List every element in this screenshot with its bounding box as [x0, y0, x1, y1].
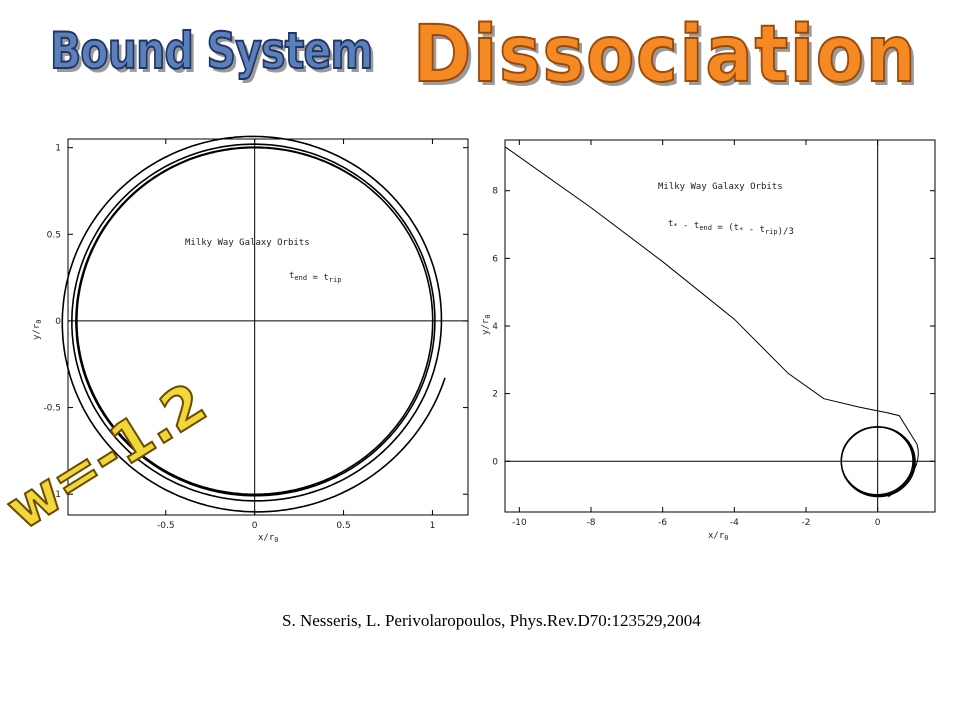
right-plot-frame: [504, 139, 936, 513]
right-x-tick-label: -6: [658, 518, 667, 528]
right-annotation-title: Milky Way Galaxy Orbits: [658, 182, 783, 192]
right-x-axis-label: x/r0: [708, 531, 728, 542]
right-x-tick-label: -2: [802, 518, 811, 528]
right-y-tick-label: 4: [492, 322, 498, 332]
right-annotation-condition: t* - tend = (t* - trip)/3: [668, 219, 794, 237]
right-y-tick-label: 2: [492, 390, 498, 400]
left-x-tick-label: 0.5: [336, 521, 350, 531]
bound-orbit-chart: -0.5 0 0.5 1 -1 -0.5 0 0.5 1 Milky Way Galaxy Or…: [32, 135, 469, 544]
left-y-tick-label: -0.5: [43, 404, 61, 414]
left-orbit-series: [61, 135, 446, 513]
right-x-tick-label: 0: [875, 518, 881, 528]
left-x-tick-label: 1: [430, 521, 436, 531]
left-y-axis-label: y/r0: [32, 320, 43, 340]
left-plot-frame: [67, 138, 469, 516]
bound-system-title: Bound System: [49, 21, 374, 81]
left-y-tick-label: 1: [55, 144, 61, 154]
left-y-tick-label: 0.5: [47, 230, 61, 240]
left-annotation-condition: tend = trip: [289, 271, 341, 284]
right-x-tick-label: -8: [587, 518, 596, 528]
right-y-tick-label: 8: [492, 187, 498, 197]
citation-text: S. Nesseris, L. Perivolaropoulos, Phys.R…: [282, 611, 701, 630]
left-y-tick-label: 0: [55, 317, 61, 327]
left-annotation-title: Milky Way Galaxy Orbits: [185, 238, 310, 248]
right-y-tick-label: 0: [492, 457, 498, 467]
right-transition-arc: [888, 444, 919, 498]
left-x-axis-label: x/r0: [258, 533, 278, 544]
right-y-axis-label: y/r0: [481, 315, 492, 335]
left-x-tick-label: 0: [252, 521, 258, 531]
right-x-tick-label: -10: [512, 518, 527, 528]
right-bound-orbit-loop: [840, 426, 916, 498]
right-escape-trajectory: [504, 146, 918, 445]
right-y-tick-label: 6: [492, 254, 498, 264]
left-y-tick-label: -1: [52, 490, 61, 500]
dissociation-orbit-chart: -10 -8 -6 -4 -2 0 0 2 4 6 8 Milky Way Galaxy Orbit…: [481, 139, 936, 542]
dissociation-title: Dissociation: [412, 9, 918, 101]
left-x-tick-label: -0.5: [157, 521, 175, 531]
right-x-tick-label: -4: [730, 518, 739, 528]
